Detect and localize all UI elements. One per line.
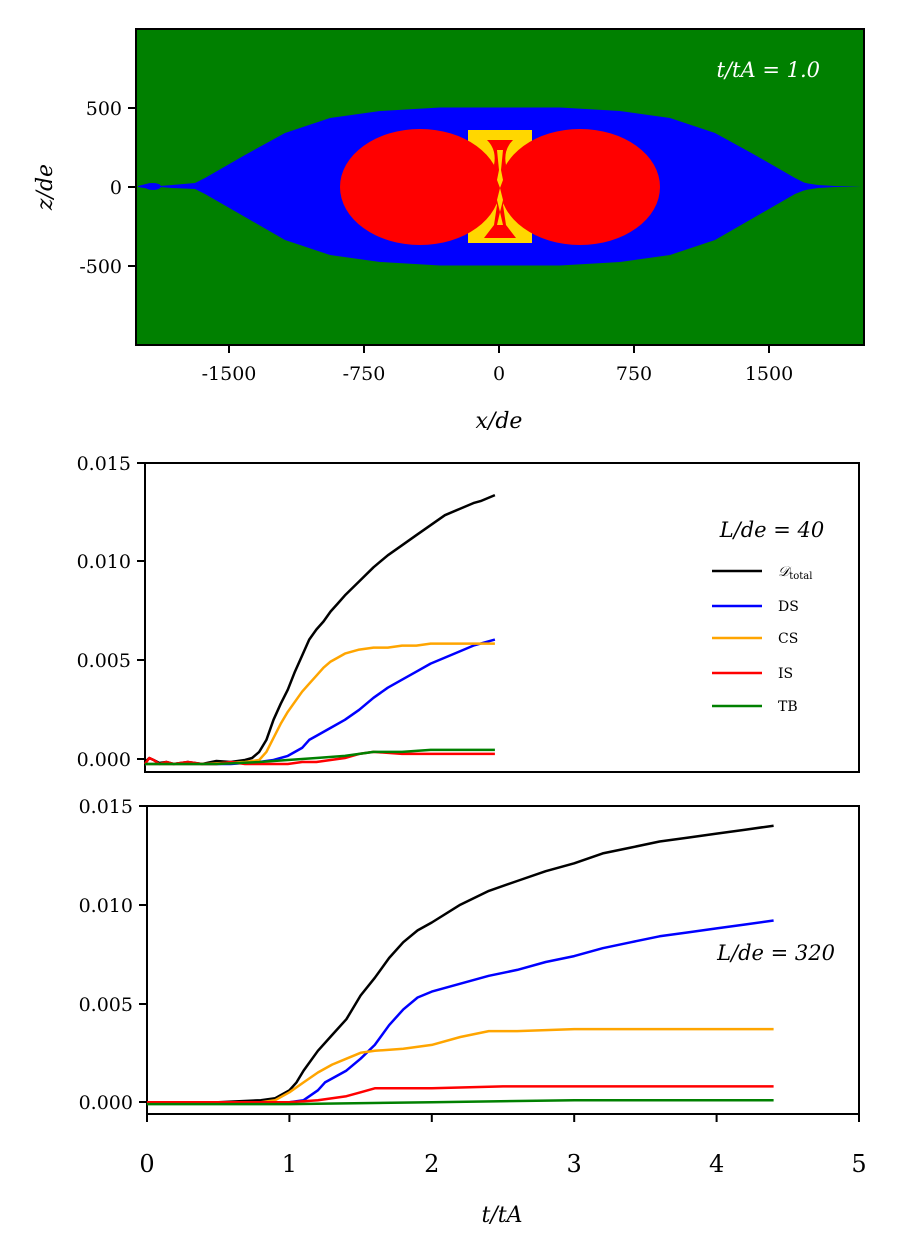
middle-series-group [143,493,496,766]
middle-ytick-label: 0.000 [77,749,131,771]
bottom-series-group [147,824,774,1106]
top-y-ticks [128,107,136,267]
top-panel: 500 0 -500 -1500 -750 0 750 1500 x/de z/… [33,28,865,434]
top-xtick-label: 750 [616,363,652,385]
top-ytick-label: 500 [86,98,122,120]
middle-ytick-label: 0.010 [77,551,131,573]
middle-series-d-total [144,493,496,766]
bottom-frame [146,805,860,1115]
top-x-ticks [228,345,770,353]
middle-panel: 0.015 0.010 0.005 0.000 L/de = 40 𝒟total… [77,453,860,773]
top-xtick-label: -1500 [202,363,257,385]
middle-legend: L/de = 40 𝒟total DS CS IS TB [712,518,824,715]
bottom-series-d-total [147,824,774,1104]
middle-y-ticks [137,462,145,760]
bottom-ytick-label: 0.015 [79,796,133,818]
right-island [500,129,660,245]
middle-frame [144,462,860,773]
bottom-series-is [147,1085,774,1104]
left-blob [145,183,161,190]
middle-series-ds [145,638,496,766]
middle-ytick-label: 0.005 [77,650,131,672]
right-blob [794,182,810,191]
legend-title: L/de = 40 [719,518,825,542]
legend-label-is: IS [778,666,793,682]
middle-series-tb [145,748,495,766]
bottom-xtick-label: 4 [709,1150,724,1178]
top-xtick-label: -750 [343,363,386,385]
time-annotation: t/tA = 1.0 [717,58,820,82]
legend-dtotal-main: 𝒟 [778,564,792,580]
legend-dtotal-sub: total [789,571,812,582]
bottom-panel: 0.015 0.010 0.005 0.000 0 1 2 3 4 5 t/tA… [79,796,867,1228]
bottom-series-ds [147,919,774,1104]
bottom-xtick-label: 3 [567,1150,582,1178]
bottom-xtick-label: 1 [282,1150,297,1178]
legend-label-cs: CS [778,631,798,647]
bottom-series-cs [147,1027,774,1104]
top-xtick-label: 0 [493,363,505,385]
bottom-xtick-label: 2 [424,1150,439,1178]
top-x-axis-label: x/de [476,409,523,434]
bottom-x-axis-label: t/tA [482,1203,523,1228]
top-ytick-label: -500 [79,256,122,278]
middle-series-cs [145,642,495,766]
top-ytick-label: 0 [110,177,122,199]
bottom-ytick-label: 0.000 [79,1092,133,1114]
legend-label-ds: DS [778,599,799,615]
legend-label-tb: TB [778,699,798,715]
top-y-axis-label: z/de [33,164,58,211]
bottom-x-ticks [146,1114,860,1122]
left-island [340,129,500,245]
bottom-xtick-label: 5 [851,1150,866,1178]
bottom-y-ticks [139,805,147,1103]
bottom-series-tb [147,1098,774,1106]
sheet-core [497,150,503,225]
bottom-ytick-label: 0.005 [79,994,133,1016]
size-annotation: L/de = 320 [716,941,835,965]
top-xtick-label: 1500 [745,363,793,385]
middle-ytick-label: 0.015 [77,453,131,475]
bottom-xtick-label: 0 [139,1150,154,1178]
bottom-ytick-label: 0.010 [79,895,133,917]
legend-label-dtotal: 𝒟total [778,564,812,582]
